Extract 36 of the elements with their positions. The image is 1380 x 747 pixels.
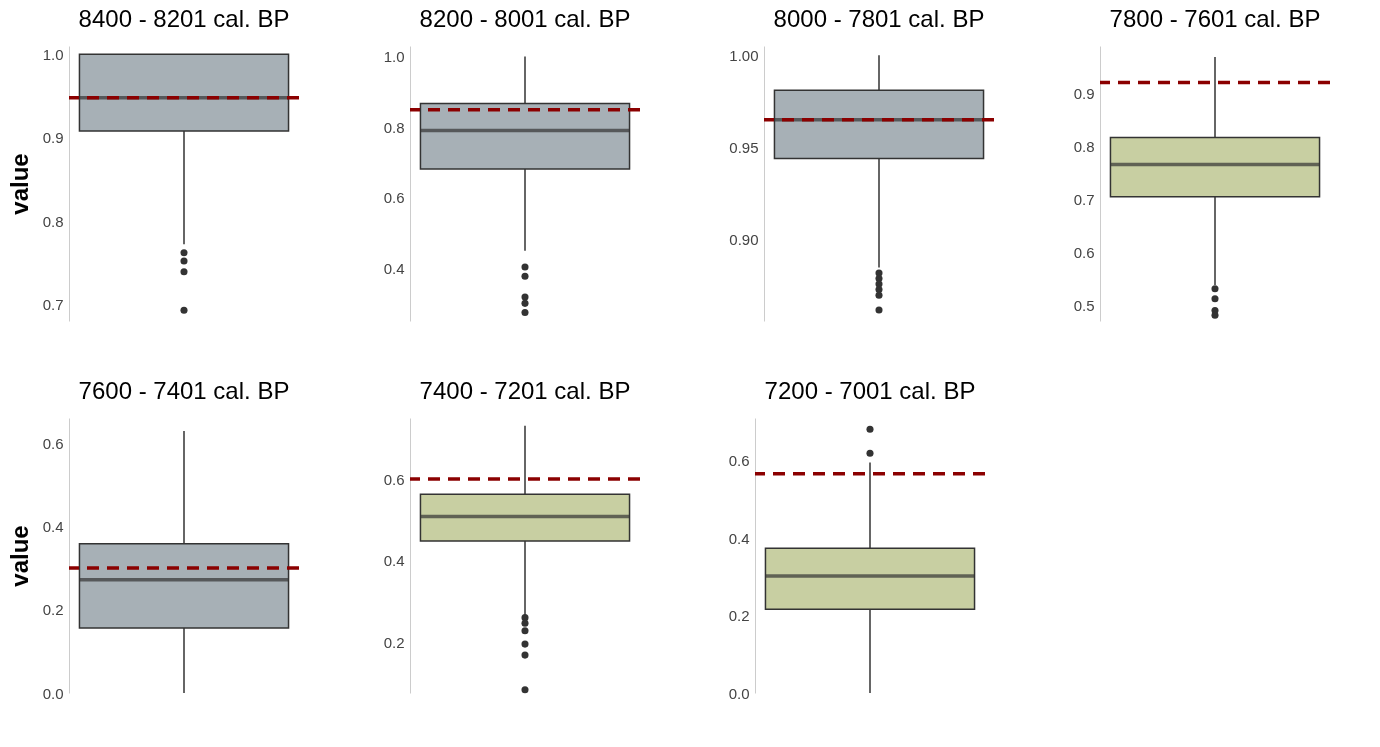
y-tick-label: 0.2 xyxy=(728,607,750,625)
y-tick-label: 0.6 xyxy=(1073,243,1095,261)
y-tick-label: 0.0 xyxy=(728,684,750,702)
y-tick-label: 0.6 xyxy=(383,189,405,207)
chart-title: 7400 - 7201 cal. BP xyxy=(419,377,631,404)
y-tick-label: 1.0 xyxy=(383,48,405,66)
y-tick-label: 0.7 xyxy=(1073,190,1095,208)
y-tick-label: 0.9 xyxy=(1073,85,1095,103)
chart-title: 7200 - 7001 cal. BP xyxy=(764,377,976,404)
y-tick-label: 0.7 xyxy=(42,295,64,313)
y-tick-label: 0.4 xyxy=(383,259,405,277)
chart-title: 7800 - 7601 cal. BP xyxy=(1109,5,1321,32)
chart-title: 7600 - 7401 cal. BP xyxy=(78,377,290,404)
y-tick-label: 0.0 xyxy=(42,684,64,702)
y-tick-label: 0.4 xyxy=(728,529,750,547)
chart-title: 8200 - 8001 cal. BP xyxy=(419,5,631,32)
y-tick-label: 1.0 xyxy=(42,45,64,63)
y-tick-label: 0.6 xyxy=(42,434,64,452)
chart-title: 8000 - 7801 cal. BP xyxy=(773,5,985,32)
y-tick-label: 0.9 xyxy=(42,129,64,147)
y-axis-title: value xyxy=(5,525,33,587)
y-tick-label: 0.2 xyxy=(383,633,405,651)
y-tick-label: 0.4 xyxy=(383,552,405,570)
y-tick-label: 0.5 xyxy=(1073,296,1095,314)
y-tick-label: 0.6 xyxy=(728,452,750,470)
y-tick-label: 0.8 xyxy=(1073,137,1095,155)
chart-title: 8400 - 8201 cal. BP xyxy=(78,5,290,32)
y-tick-label: 0.95 xyxy=(729,139,759,157)
y-tick-label: 0.4 xyxy=(42,517,64,535)
y-tick-label: 0.8 xyxy=(383,118,405,136)
y-tick-label: 0.6 xyxy=(383,470,405,488)
y-tick-label: 0.8 xyxy=(42,212,64,230)
y-tick-label: 1.00 xyxy=(729,46,759,64)
y-tick-label: 0.2 xyxy=(42,601,64,619)
y-tick-label: 0.90 xyxy=(729,231,759,249)
y-axis-title: value xyxy=(5,153,33,215)
